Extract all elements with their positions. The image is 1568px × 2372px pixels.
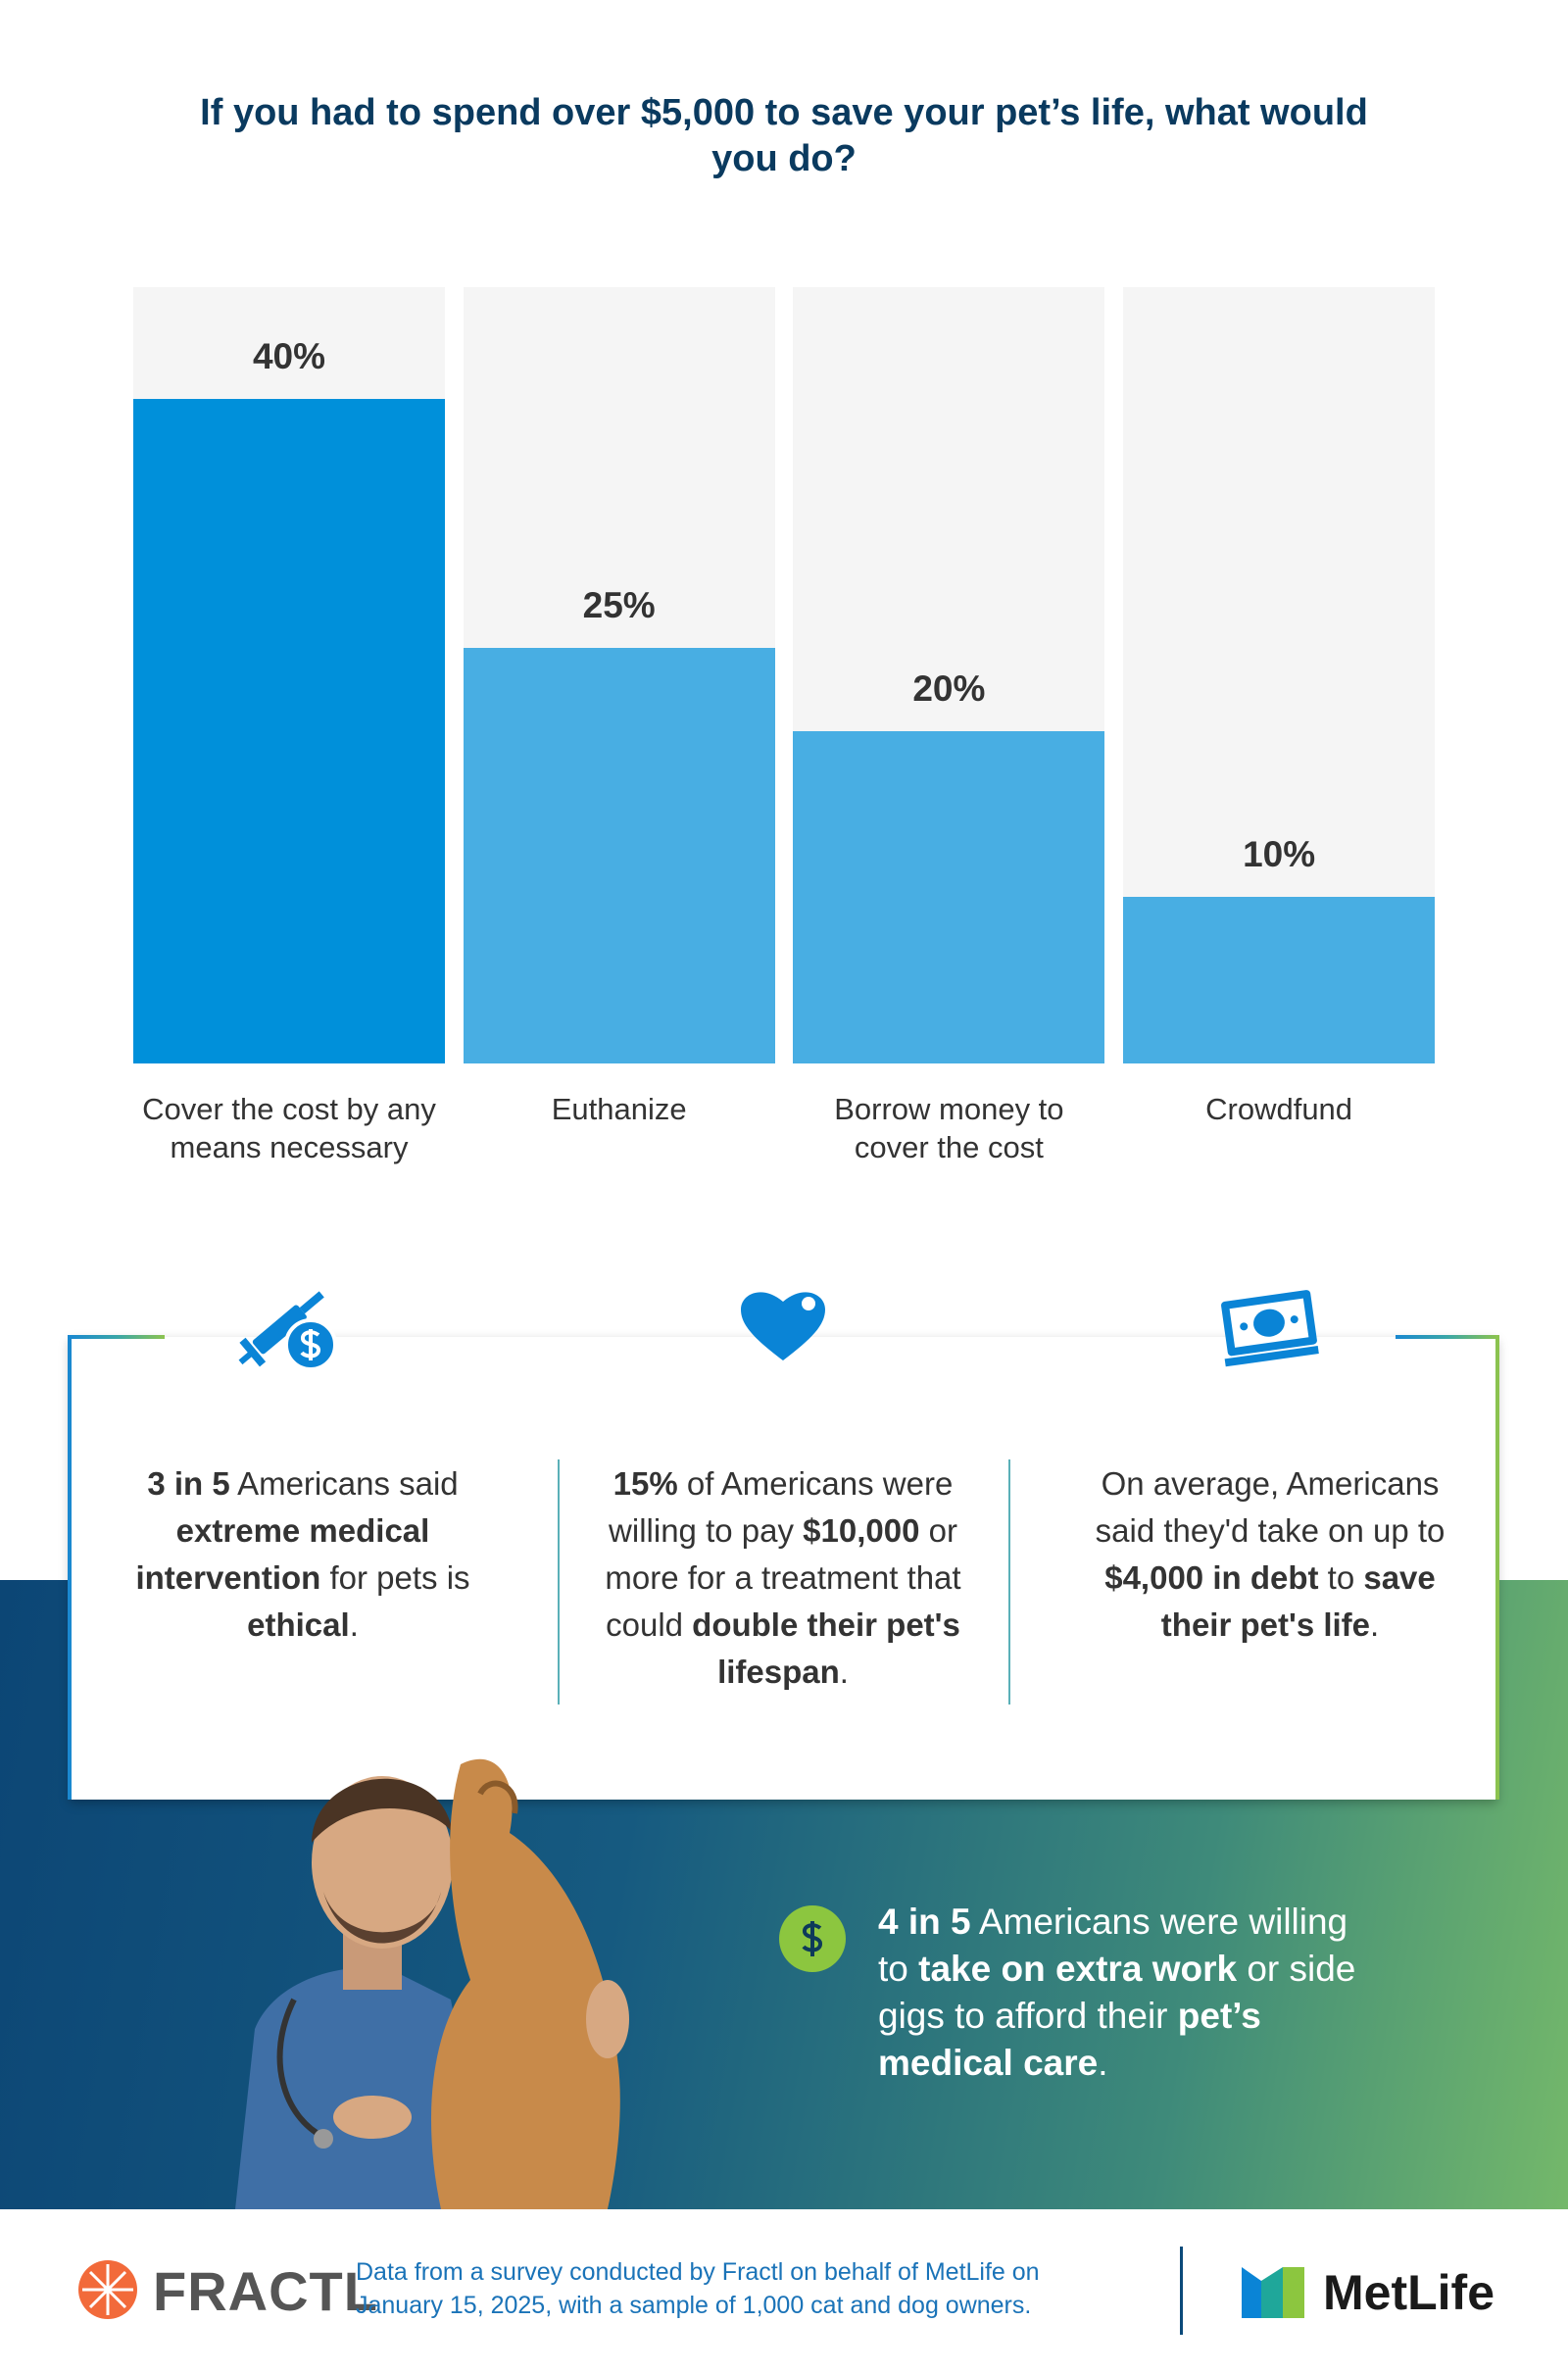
- text-run: extreme medical intervention: [135, 1512, 430, 1596]
- chart-title: If you had to spend over $5,000 to save …: [200, 92, 1368, 179]
- value-label: 20%: [912, 667, 986, 709]
- metlife-mark: [1242, 2267, 1304, 2318]
- value-label: 10%: [1243, 834, 1316, 875]
- divider: [1008, 1459, 1010, 1705]
- stat-text: 15% of Americans were willing to pay $10…: [582, 1460, 984, 1696]
- metlife-logo: MetLife: [1323, 2265, 1494, 2320]
- value-label: 25%: [582, 585, 656, 626]
- text-run: 15%: [612, 1465, 678, 1502]
- text-run: .: [349, 1606, 359, 1643]
- callout-text: 4 in 5 Americans were willing to take on…: [878, 1899, 1388, 2087]
- text-run: Americans were willing to: [878, 1902, 1348, 1989]
- syringe-icon: [238, 1291, 337, 1371]
- text-run: $4,000 in debt: [1104, 1559, 1319, 1596]
- text-run: or more for a treatment that could: [605, 1512, 961, 1643]
- divider: [558, 1459, 560, 1705]
- text-run: $10,000: [803, 1512, 920, 1549]
- text-run: take on extra work: [918, 1949, 1238, 1989]
- bar: [793, 730, 1105, 1063]
- source-note: Data from a survey conducted by Fractl o…: [356, 2258, 1040, 2319]
- text-run: to: [1318, 1559, 1364, 1596]
- stat-text: 3 in 5 Americans said extreme medical in…: [126, 1460, 479, 1649]
- fractl-logo: FRACTL: [153, 2260, 378, 2322]
- bar: [133, 398, 445, 1063]
- text-run: ethical: [247, 1606, 350, 1643]
- x-tick-label: Cover the cost by any means necessary: [142, 1092, 436, 1164]
- vet-and-dog-photo: [235, 1758, 629, 2209]
- bar: [1123, 897, 1436, 1063]
- text-run: for pets is: [320, 1559, 470, 1596]
- text-run: .: [1370, 1606, 1380, 1643]
- text-run: 4 in 5: [878, 1902, 971, 1942]
- text-run: 3 in 5: [147, 1465, 230, 1502]
- footer: [0, 2209, 1568, 2372]
- text-run: .: [839, 1654, 849, 1690]
- text-run: pet’s medical care: [878, 1996, 1261, 2083]
- stat-text: On average, Americans said they'd take o…: [1084, 1460, 1456, 1649]
- x-tick-label: Euthanize: [551, 1092, 687, 1126]
- x-tick-label: Borrow money to cover the cost: [834, 1092, 1064, 1164]
- bar: [463, 648, 775, 1063]
- text-run: On average, Americans said they'd take o…: [1095, 1465, 1446, 1549]
- footer-divider: [1180, 2247, 1183, 2335]
- text-run: or side gigs to afford their: [878, 1949, 1356, 2036]
- card-frame: [68, 1290, 1499, 1800]
- dollar-icon: [779, 1905, 846, 1972]
- x-tick-label: Crowdfund: [1205, 1092, 1353, 1126]
- stats-card: [70, 1337, 1497, 1800]
- text-run: save their pet's life: [1160, 1559, 1436, 1643]
- text-run: of Americans were willing to pay: [609, 1465, 954, 1549]
- text-run: double their pet's lifespan: [692, 1606, 960, 1690]
- fractl-mark: [78, 2260, 137, 2319]
- text-run: .: [1098, 2043, 1108, 2083]
- money-icon: [1221, 1290, 1319, 1367]
- value-label: 40%: [252, 335, 326, 376]
- heart-icon: [741, 1292, 825, 1360]
- text-run: Americans said: [229, 1465, 459, 1502]
